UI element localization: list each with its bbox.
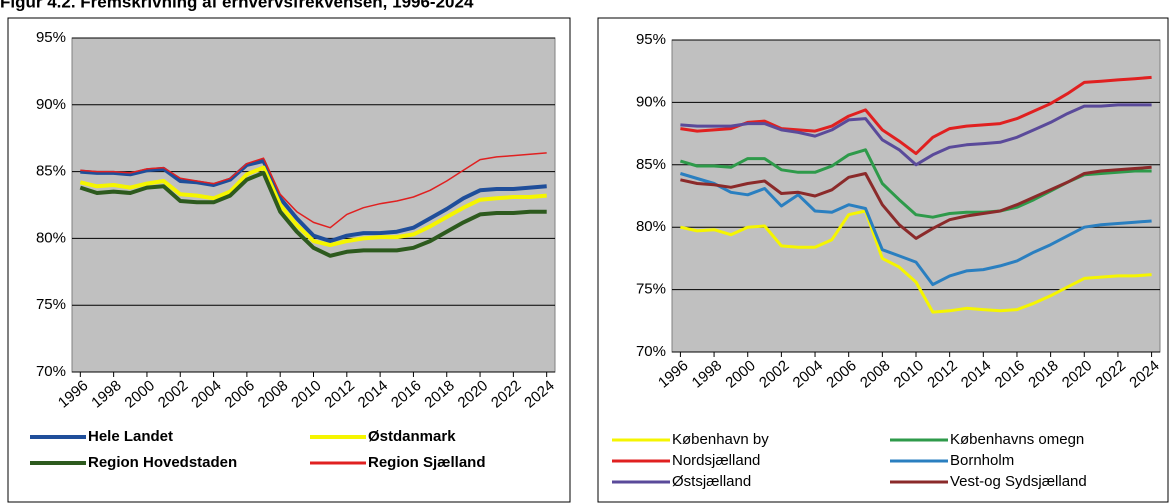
y-tick-label: 75%	[36, 296, 66, 313]
figure-title: Figur 4.2. Fremskrivning af erhvervsfrek…	[0, 0, 474, 11]
legend-label: Nordsjælland	[672, 452, 760, 469]
y-tick-label: 80%	[636, 218, 666, 235]
legend-label: Region Hovedstaden	[88, 454, 237, 471]
series-line	[80, 152, 547, 229]
series-line	[80, 158, 547, 244]
series-line	[680, 103, 1152, 167]
y-tick-label: 80%	[36, 229, 66, 246]
y-tick-label: 90%	[36, 96, 66, 113]
legend-label: Østdanmark	[368, 428, 456, 445]
series-line	[79, 170, 547, 258]
legend-label: København by	[672, 431, 769, 448]
series-line	[79, 165, 547, 248]
series-line	[680, 165, 1152, 240]
y-tick-label: 70%	[36, 363, 66, 380]
legend-label: Østsjælland	[672, 473, 751, 490]
plot-area	[71, 37, 556, 373]
y-tick-label: 90%	[636, 93, 666, 110]
series-line	[680, 209, 1152, 314]
plot-area	[671, 39, 1161, 353]
y-tick-label: 85%	[36, 163, 66, 180]
legend-label: Region Sjælland	[368, 454, 486, 471]
y-tick-label: 70%	[636, 343, 666, 360]
series-line	[680, 75, 1152, 156]
y-tick-label: 95%	[636, 31, 666, 48]
legend-label: Københavns omegn	[950, 431, 1084, 448]
y-tick-label: 75%	[636, 281, 666, 298]
legend-label: Bornholm	[950, 452, 1014, 469]
y-tick-label: 95%	[36, 29, 66, 46]
y-tick-label: 85%	[636, 156, 666, 173]
legend-label: Vest-og Sydsjælland	[950, 473, 1087, 490]
legend-label: Hele Landet	[88, 428, 173, 445]
series-line	[679, 172, 1152, 287]
